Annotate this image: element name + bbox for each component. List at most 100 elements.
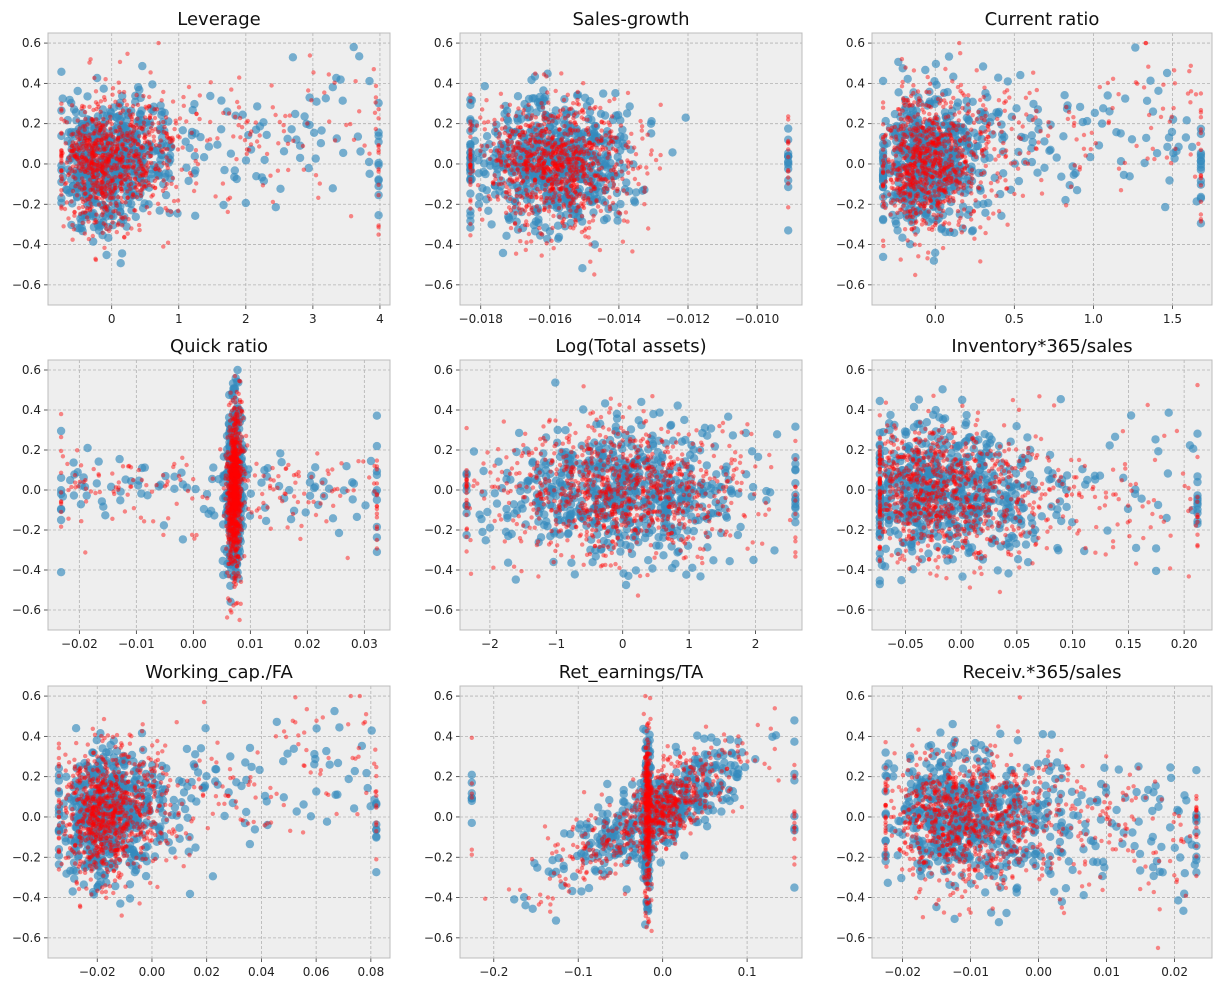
red-point (595, 204, 601, 209)
red-point (618, 123, 624, 128)
red-point (983, 230, 988, 236)
blue-point (69, 491, 79, 500)
red-point (77, 130, 82, 136)
blue-point (1165, 176, 1174, 185)
red-point (909, 134, 915, 139)
red-point (554, 177, 559, 182)
red-point (512, 155, 517, 161)
red-point (130, 138, 136, 143)
red-point (880, 183, 886, 189)
red-point (1188, 152, 1193, 157)
red-point (63, 141, 68, 146)
red-point (557, 156, 562, 161)
red-point (1192, 174, 1198, 179)
red-point (492, 173, 497, 178)
red-point (964, 171, 969, 176)
red-point (551, 213, 556, 219)
red-point (94, 175, 100, 181)
red-point (535, 123, 541, 128)
blue-point (474, 156, 483, 165)
red-point (882, 154, 887, 159)
red-point (118, 120, 124, 126)
red-point (498, 181, 504, 187)
blue-point (1154, 86, 1163, 96)
red-point (117, 125, 122, 130)
red-point (114, 203, 120, 208)
blue-point (1142, 133, 1151, 143)
red-point (956, 222, 961, 227)
red-point (1148, 125, 1154, 131)
red-point (1105, 80, 1111, 86)
blue-point (524, 94, 534, 104)
red-point (930, 164, 936, 169)
red-point (1198, 173, 1204, 179)
blue-point (953, 98, 963, 107)
red-point (1188, 89, 1194, 94)
red-point (150, 121, 155, 126)
blue-point (622, 109, 632, 118)
red-point (512, 221, 518, 227)
red-point (122, 177, 128, 182)
red-point (523, 122, 528, 128)
blue-point (1027, 131, 1037, 140)
subplot-3: −0.02 −0.01 0.00 0.01 0.02 0.03−0.6−0.4−0.20.… (12, 336, 391, 651)
red-point (500, 117, 505, 122)
red-point (574, 182, 579, 187)
red-point (1135, 81, 1140, 86)
red-point (918, 179, 923, 184)
red-point (607, 98, 612, 104)
red-point (518, 239, 523, 244)
red-point (508, 225, 514, 231)
blue-point (178, 535, 188, 544)
red-point (642, 185, 648, 190)
red-point (955, 208, 961, 214)
red-point (69, 153, 74, 158)
red-point (1171, 105, 1176, 111)
y-tick-label: 0.4 (846, 76, 865, 90)
red-point (611, 182, 617, 187)
x-tick-label: −0.010 (735, 312, 779, 326)
y-tick-label: 0.0 (22, 157, 41, 171)
red-point (553, 115, 558, 120)
red-point (499, 104, 504, 109)
red-point (530, 190, 535, 195)
red-point (921, 110, 927, 115)
red-point (134, 125, 139, 131)
red-point (59, 148, 64, 153)
red-point (960, 199, 965, 204)
y-tick-label: 0.4 (22, 76, 41, 90)
blue-point (1069, 170, 1079, 179)
red-point (316, 195, 321, 200)
red-point (159, 98, 164, 103)
red-point (549, 238, 554, 243)
red-point (59, 174, 64, 179)
red-point (521, 111, 526, 116)
red-point (580, 175, 586, 180)
red-point (1141, 85, 1147, 90)
red-point (137, 227, 142, 233)
red-point (959, 230, 964, 235)
red-point (1146, 64, 1151, 69)
red-point (59, 204, 64, 209)
red-point (598, 208, 604, 214)
red-point (603, 133, 609, 138)
red-point (591, 106, 597, 111)
red-point (506, 205, 512, 210)
blue-point (894, 88, 903, 97)
red-point (547, 204, 552, 209)
red-point (193, 148, 199, 153)
red-point (607, 134, 613, 140)
red-point (904, 168, 909, 173)
points (57, 40, 383, 268)
blue-point (480, 82, 489, 91)
red-point (571, 112, 577, 118)
red-point (907, 209, 912, 214)
red-point (596, 161, 601, 166)
red-point (1081, 146, 1087, 151)
red-point (1167, 119, 1173, 124)
red-point (161, 119, 166, 125)
red-point (480, 107, 485, 112)
red-point (1093, 141, 1098, 146)
red-point (926, 209, 931, 214)
red-point (485, 144, 490, 149)
